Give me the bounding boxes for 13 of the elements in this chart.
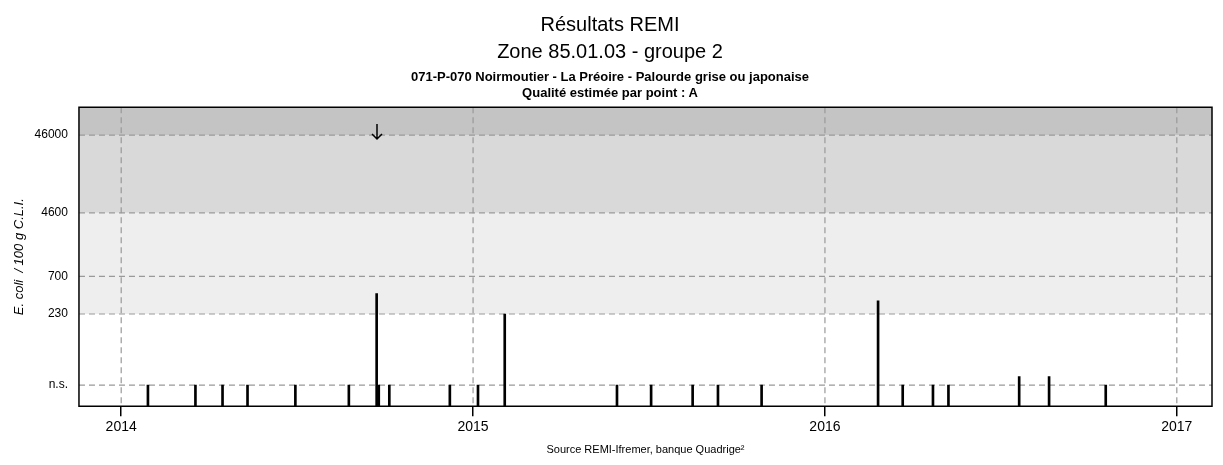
source-note: Source REMI-Ifremer, banque Quadrige² — [546, 443, 745, 455]
y-tick-label: 230 — [47, 306, 69, 321]
y-tick-label: 46000 — [34, 127, 69, 142]
x-tick-label: 2015 — [457, 418, 489, 435]
y-axis-title: E. coli / 100 g C.L.I. — [11, 198, 27, 316]
chart-title: Résultats REMI Zone 85.01.03 - groupe 2 — [497, 13, 723, 63]
y-tick-label: n.s. — [48, 377, 68, 392]
x-tick-label: 2017 — [1161, 418, 1193, 435]
x-tick-label: 2016 — [809, 418, 841, 435]
y-tick-label: 4600 — [41, 205, 69, 220]
x-tick-label: 2014 — [105, 418, 137, 435]
y-tick-label: 700 — [47, 268, 69, 283]
chart-subtitle: 071-P-070 Noirmoutier - La Préoire - Palourde grise ou japonaise Qualité estimée par point : A — [410, 69, 810, 100]
